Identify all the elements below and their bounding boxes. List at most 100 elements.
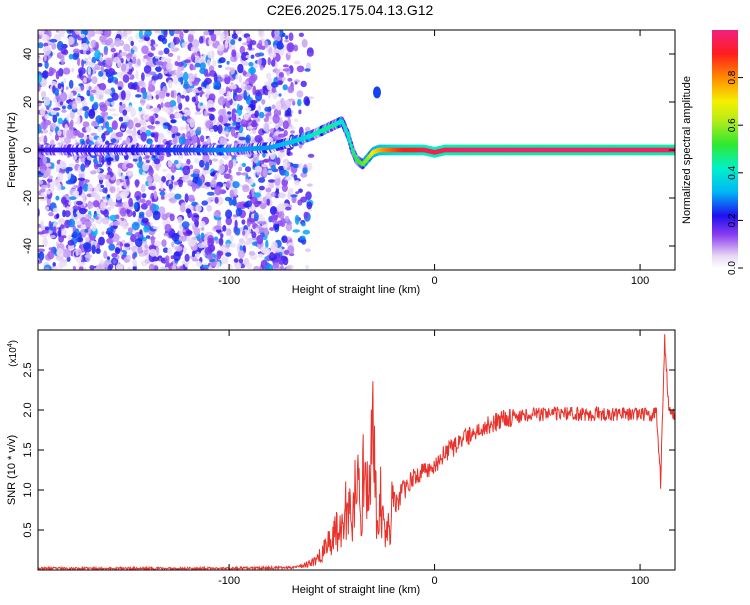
noise-blob — [196, 126, 202, 131]
noise-blob — [122, 221, 129, 230]
noise-blob — [239, 105, 243, 111]
noise-blob — [218, 57, 226, 64]
noise-blob — [101, 231, 105, 235]
noise-blob — [109, 201, 117, 206]
noise-blob — [114, 247, 121, 255]
noise-blob — [88, 109, 96, 119]
noise-blob — [55, 195, 60, 201]
noise-blob — [40, 169, 46, 174]
noise-blob — [306, 52, 314, 57]
noise-blob — [59, 161, 67, 170]
noise-blob — [274, 30, 280, 37]
noise-blob — [42, 96, 51, 106]
noise-blob — [54, 87, 59, 97]
noise-blob — [120, 63, 127, 72]
noise-blob — [217, 96, 226, 106]
noise-blob — [141, 193, 147, 199]
noise-blob — [40, 188, 46, 193]
noise-blob — [170, 163, 177, 174]
noise-blob — [199, 36, 204, 44]
noise-blob — [234, 261, 242, 270]
noise-blob — [210, 33, 217, 42]
noise-blob — [284, 170, 290, 177]
noise-blob — [246, 36, 251, 42]
spectrogram-x-tick-label: 0 — [432, 275, 438, 287]
noise-blob — [278, 211, 285, 219]
colorbar-tick-label: 0.2 — [727, 213, 738, 227]
noise-blob — [40, 134, 44, 143]
noise-blob — [213, 85, 220, 90]
noise-blob — [44, 61, 49, 69]
noise-blob — [50, 81, 57, 86]
noise-blob — [91, 76, 98, 85]
noise-blob — [85, 126, 92, 133]
noise-blob — [101, 155, 105, 165]
noise-blob — [176, 94, 181, 105]
noise-blob — [78, 266, 84, 270]
noise-blob — [96, 207, 100, 215]
noise-blob — [302, 229, 311, 235]
noise-blob — [86, 89, 91, 97]
noise-blob — [42, 155, 47, 165]
noise-blob — [225, 228, 229, 237]
noise-blob — [281, 235, 288, 243]
noise-blob — [130, 40, 134, 47]
noise-blob — [224, 74, 229, 78]
noise-blob — [252, 154, 260, 164]
noise-blob — [106, 37, 114, 45]
noise-blob — [301, 222, 306, 227]
noise-blob — [52, 266, 59, 270]
noise-blob — [45, 206, 50, 211]
noise-blob — [267, 90, 272, 100]
noise-blob — [231, 113, 237, 123]
noise-blob — [227, 264, 233, 270]
noise-blob — [170, 90, 175, 98]
noise-blob — [229, 189, 235, 197]
noise-blob — [153, 158, 161, 165]
noise-blob — [183, 59, 191, 64]
snr-y-tick-label: 2.0 — [22, 402, 34, 417]
noise-blob — [227, 113, 232, 118]
noise-blob — [181, 202, 187, 206]
noise-blob — [224, 196, 232, 202]
noise-blob — [160, 181, 164, 191]
noise-blob — [72, 190, 80, 196]
noise-blob — [214, 209, 221, 218]
noise-blob — [229, 234, 234, 242]
noise-blob — [43, 135, 48, 145]
noise-blob — [77, 177, 85, 181]
noise-blob — [145, 235, 151, 239]
noise-blob — [271, 86, 277, 94]
noise-blob — [191, 52, 199, 56]
noise-blob — [122, 103, 126, 109]
noise-blob — [281, 77, 286, 81]
noise-blob — [155, 60, 164, 66]
noise-blob — [304, 68, 311, 72]
noise-blob — [270, 214, 278, 223]
noise-blob — [199, 67, 207, 75]
noise-blob — [306, 201, 313, 210]
noise-blob — [255, 89, 261, 97]
noise-blob — [219, 159, 224, 166]
noise-blob — [55, 164, 60, 173]
noise-blob — [272, 114, 280, 124]
noise-blob — [76, 57, 81, 66]
noise-blob — [90, 89, 97, 94]
noise-blob — [148, 115, 155, 124]
noise-blob — [212, 59, 217, 67]
noise-blob — [56, 248, 64, 257]
noise-blob — [181, 235, 187, 242]
noise-blob — [45, 189, 51, 195]
noise-blob — [229, 83, 237, 90]
noise-blob — [48, 212, 54, 217]
noise-blob — [104, 89, 113, 95]
noise-blob — [223, 173, 232, 179]
noise-blob — [206, 73, 211, 77]
noise-blob — [182, 165, 191, 176]
noise-blob — [61, 235, 67, 239]
noise-blob — [302, 167, 308, 174]
noise-blob — [201, 241, 209, 246]
noise-blob — [265, 263, 274, 270]
snr-x-tick-label: -100 — [218, 575, 240, 587]
noise-blob — [112, 221, 121, 226]
